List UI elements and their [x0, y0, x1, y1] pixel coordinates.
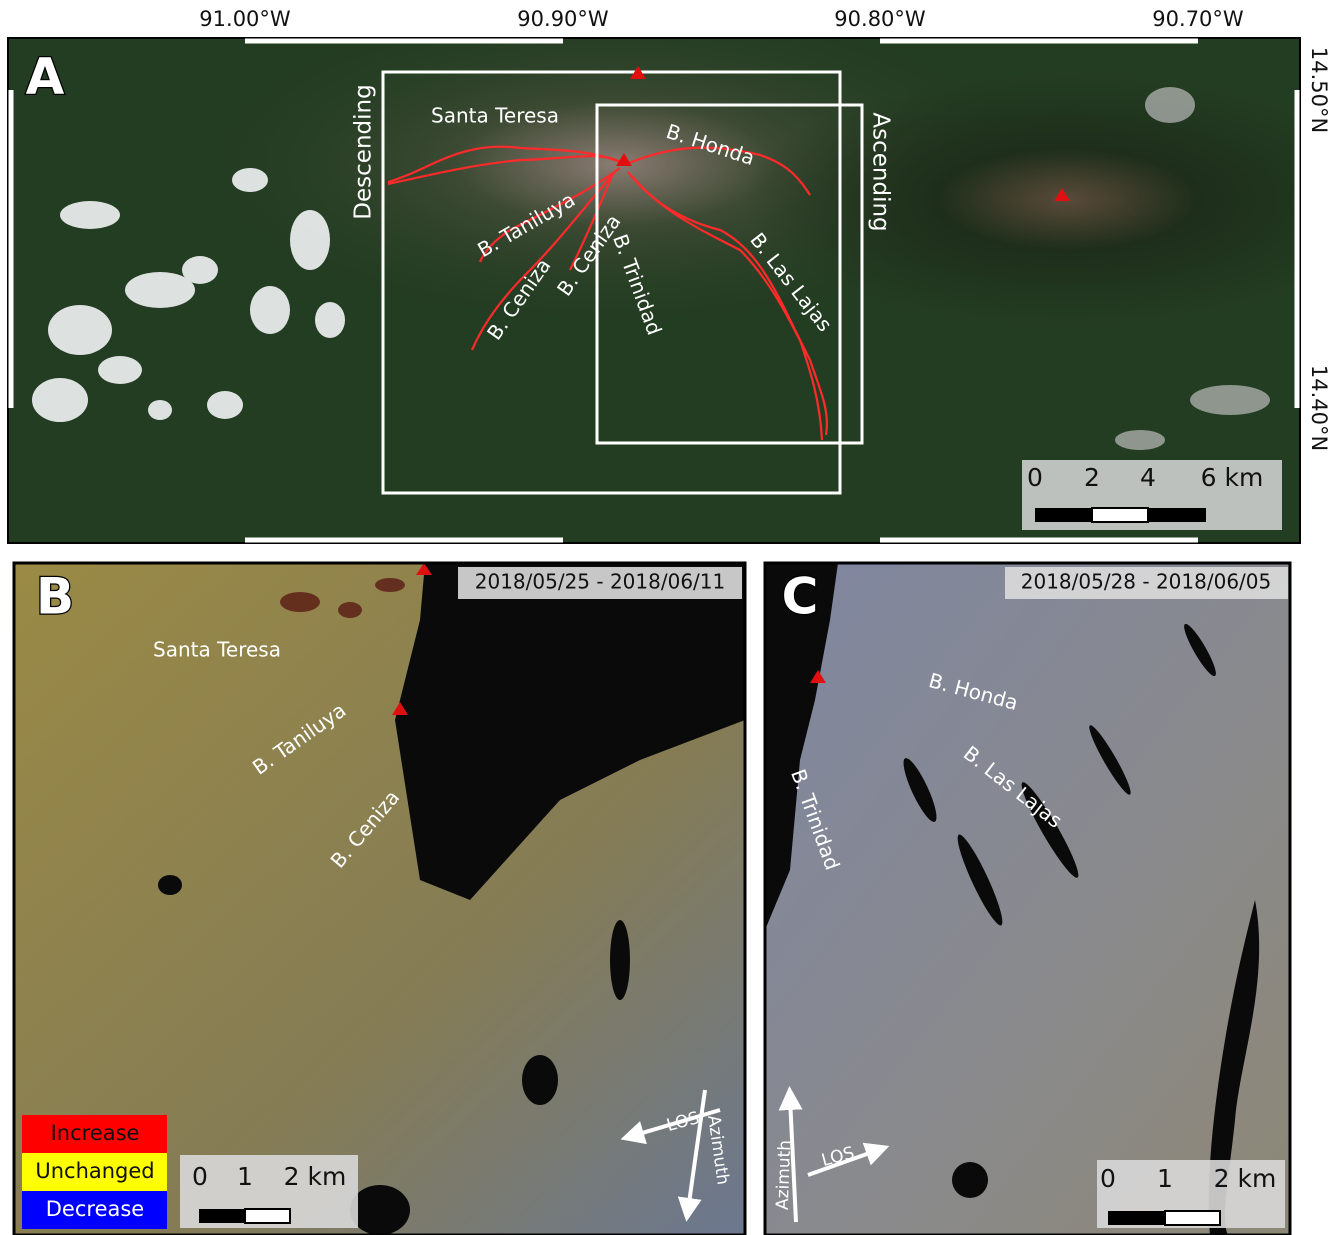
scale-label: 4	[1140, 463, 1156, 492]
panel-label: B	[36, 568, 74, 626]
scale-label: 1	[237, 1162, 253, 1191]
legend-label: Increase	[51, 1121, 140, 1145]
lat-tick-label: 14.50°N	[1307, 47, 1331, 133]
arrow-label: Azimuth	[773, 1140, 795, 1211]
scale-bar	[199, 1209, 290, 1223]
lat-tick-label: 14.40°N	[1307, 365, 1331, 451]
scale-label: 0	[1100, 1164, 1116, 1193]
scale-label: 0	[192, 1162, 208, 1191]
legend-label: Decrease	[46, 1197, 144, 1221]
lon-tick-label: 90.80°W	[834, 7, 926, 31]
box-label: Descending	[351, 84, 377, 219]
scale-label: 2 km	[1214, 1164, 1277, 1193]
scale-bar	[1108, 1211, 1220, 1225]
scale-label: 2	[1084, 463, 1100, 492]
scale-label: 1	[1157, 1164, 1173, 1193]
scale-label: 6 km	[1201, 463, 1264, 492]
box-label: Ascending	[868, 112, 894, 231]
panel-label: A	[26, 48, 65, 106]
date-range: 2018/05/28 - 2018/06/05	[1021, 570, 1271, 594]
scale-label: 0	[1027, 463, 1043, 492]
date-range: 2018/05/25 - 2018/06/11	[475, 570, 725, 594]
panel-a: A 91.00°W 90.90°W 90.80°W 90.70°W 14.50°…	[8, 7, 1331, 543]
scale-bar	[1035, 508, 1206, 522]
panel-c: 2018/05/28 - 2018/06/05 C B. Honda B. La…	[765, 563, 1290, 1235]
lon-tick-label: 90.90°W	[517, 7, 609, 31]
lon-tick-label: 90.70°W	[1152, 7, 1244, 31]
channel-label: Santa Teresa	[431, 104, 559, 128]
figure: A 91.00°W 90.90°W 90.80°W 90.70°W 14.50°…	[0, 0, 1338, 1235]
legend-label: Unchanged	[35, 1159, 154, 1183]
scale-label: 2 km	[284, 1162, 347, 1191]
panel-b: 2018/05/25 - 2018/06/11 B Santa Teresa B…	[14, 563, 745, 1235]
lon-tick-label: 91.00°W	[199, 7, 291, 31]
channel-label: Santa Teresa	[153, 638, 281, 662]
panel-label: C	[782, 568, 819, 626]
